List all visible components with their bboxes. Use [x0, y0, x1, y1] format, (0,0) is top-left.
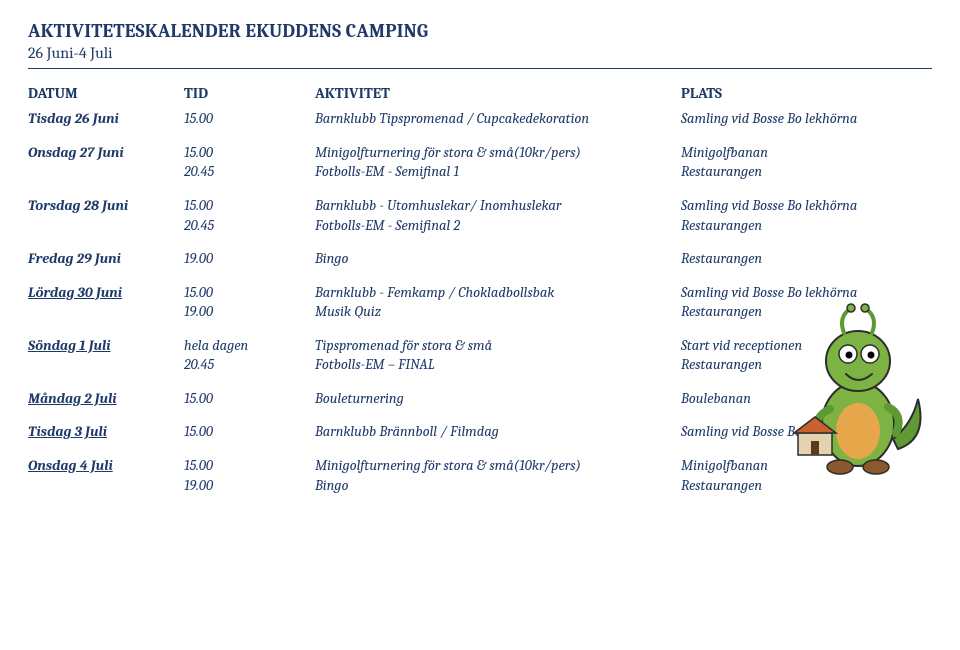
date-cell-empty [28, 216, 178, 236]
col-plats: PLATS [681, 83, 932, 109]
page-subtitle: 26 Juni-4 Juli [28, 44, 932, 62]
tid-cell: 15.00 [184, 422, 309, 442]
tid-cell: 15.00 [184, 143, 309, 163]
plats-cell: Samling vid Bosse Bo lekhörna [681, 109, 932, 129]
aktivitet-cell: Bingo [315, 249, 675, 269]
plats-cell: Restaurangen [681, 216, 932, 236]
page-title: AKTIVITETESKALENDER EKUDDENS CAMPING [28, 20, 932, 42]
row-gap [28, 375, 178, 389]
row-gap [28, 129, 178, 143]
row-gap [681, 235, 932, 249]
date-cell: Torsdag 28 Juni [28, 196, 178, 216]
aktivitet-cell: Fotbolls-EM - Semifinal 1 [315, 162, 675, 182]
date-cell: Måndag 2 Juli [28, 389, 178, 409]
tid-cell: 19.00 [184, 302, 309, 322]
date-cell: Lördag 30 Juni [28, 283, 178, 303]
aktivitet-cell: Bingo [315, 476, 675, 496]
tid-cell: hela dagen [184, 336, 309, 356]
plats-cell: Restaurangen [681, 162, 932, 182]
row-gap [315, 442, 675, 456]
tid-cell: 20.45 [184, 162, 309, 182]
aktivitet-cell: Musik Quiz [315, 302, 675, 322]
row-gap [315, 182, 675, 196]
aktivitet-cell: Bouleturnering [315, 389, 675, 409]
row-gap [28, 408, 178, 422]
row-gap [184, 442, 309, 456]
plats-cell: Restaurangen [681, 249, 932, 269]
row-gap [315, 235, 675, 249]
date-cell: Fredag 29 Juni [28, 249, 178, 269]
row-gap [184, 129, 309, 143]
tid-cell: 15.00 [184, 196, 309, 216]
row-gap [315, 408, 675, 422]
date-cell: Onsdag 4 Juli [28, 456, 178, 476]
aktivitet-cell: Minigolfturnering för stora & små(10kr/p… [315, 456, 675, 476]
aktivitet-cell: Fotbolls-EM - Semifinal 2 [315, 216, 675, 236]
aktivitet-cell: Tipspromenad för stora & små [315, 336, 675, 356]
row-gap [184, 269, 309, 283]
date-cell: Tisdag 3 Juli [28, 422, 178, 442]
aktivitet-cell: Fotbolls-EM – FINAL [315, 355, 675, 375]
row-gap [315, 129, 675, 143]
tid-cell: 15.00 [184, 109, 309, 129]
row-gap [28, 269, 178, 283]
row-gap [681, 269, 932, 283]
date-cell-empty [28, 302, 178, 322]
col-tid: TID [184, 83, 309, 109]
plats-cell: Samling vid Bosse Bo lekhörna [681, 196, 932, 216]
col-datum: DATUM [28, 83, 178, 109]
row-gap [28, 182, 178, 196]
tid-cell: 20.45 [184, 355, 309, 375]
aktivitet-cell: Barnklubb Brännboll / Filmdag [315, 422, 675, 442]
date-cell: Tisdag 26 Juni [28, 109, 178, 129]
tid-cell: 19.00 [184, 249, 309, 269]
row-gap [28, 322, 178, 336]
row-gap [681, 182, 932, 196]
plats-cell: Minigolfbanan [681, 143, 932, 163]
aktivitet-cell: Barnklubb - Femkamp / Chokladbollsbak [315, 283, 675, 303]
row-gap [184, 182, 309, 196]
tid-cell: 19.00 [184, 476, 309, 496]
date-cell: Söndag 1 Juli [28, 336, 178, 356]
row-gap [184, 375, 309, 389]
row-gap [681, 129, 932, 143]
date-cell: Onsdag 27 Juni [28, 143, 178, 163]
date-cell-empty [28, 162, 178, 182]
row-gap [184, 408, 309, 422]
row-gap [315, 375, 675, 389]
tid-cell: 15.00 [184, 389, 309, 409]
mascot-icon [788, 299, 938, 479]
col-aktivitet: AKTIVITET [315, 83, 675, 109]
tid-cell: 20.45 [184, 216, 309, 236]
aktivitet-cell: Barnklubb Tipspromenad / Cupcakedekorati… [315, 109, 675, 129]
row-gap [315, 269, 675, 283]
tid-cell: 15.00 [184, 283, 309, 303]
row-gap [28, 442, 178, 456]
header-rule [28, 68, 932, 69]
row-gap [28, 235, 178, 249]
row-gap [184, 322, 309, 336]
row-gap [184, 235, 309, 249]
aktivitet-cell: Barnklubb - Utomhuslekar/ Inomhuslekar [315, 196, 675, 216]
row-gap [315, 322, 675, 336]
date-cell-empty [28, 476, 178, 496]
aktivitet-cell: Minigolfturnering för stora & små(10kr/p… [315, 143, 675, 163]
tid-cell: 15.00 [184, 456, 309, 476]
date-cell-empty [28, 355, 178, 375]
